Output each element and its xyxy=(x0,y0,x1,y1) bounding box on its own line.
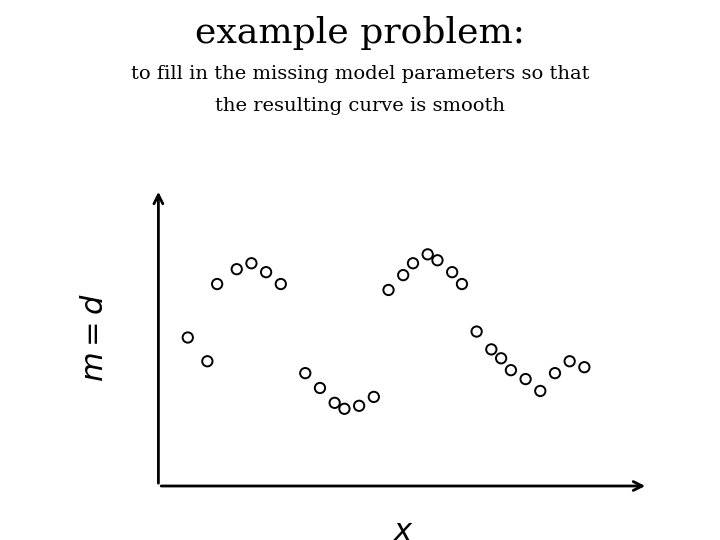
Point xyxy=(314,383,325,392)
Text: the resulting curve is smooth: the resulting curve is smooth xyxy=(215,97,505,115)
Point xyxy=(422,250,433,259)
Point xyxy=(408,259,419,267)
Point xyxy=(275,280,287,288)
Point xyxy=(383,286,395,294)
Point xyxy=(182,333,194,342)
Text: $m = d$: $m = d$ xyxy=(79,293,110,382)
Point xyxy=(564,357,575,366)
Point xyxy=(579,363,590,372)
Text: example problem:: example problem: xyxy=(195,16,525,50)
Point xyxy=(534,387,546,395)
Point xyxy=(212,280,223,288)
Point xyxy=(300,369,311,377)
Point xyxy=(368,393,379,401)
Point xyxy=(261,268,272,276)
Point xyxy=(520,375,531,383)
Point xyxy=(505,366,517,375)
Point xyxy=(231,265,243,273)
Point xyxy=(456,280,468,288)
Point xyxy=(338,404,350,413)
Point xyxy=(329,399,341,407)
Point xyxy=(446,268,458,276)
Text: to fill in the missing model parameters so that: to fill in the missing model parameters … xyxy=(131,65,589,83)
Point xyxy=(354,402,365,410)
Point xyxy=(471,327,482,336)
Point xyxy=(202,357,213,366)
Point xyxy=(485,345,497,354)
Point xyxy=(432,256,444,265)
Point xyxy=(549,369,561,377)
Point xyxy=(397,271,409,280)
Text: $x$: $x$ xyxy=(392,516,414,540)
Point xyxy=(495,354,507,363)
Point xyxy=(246,259,257,267)
